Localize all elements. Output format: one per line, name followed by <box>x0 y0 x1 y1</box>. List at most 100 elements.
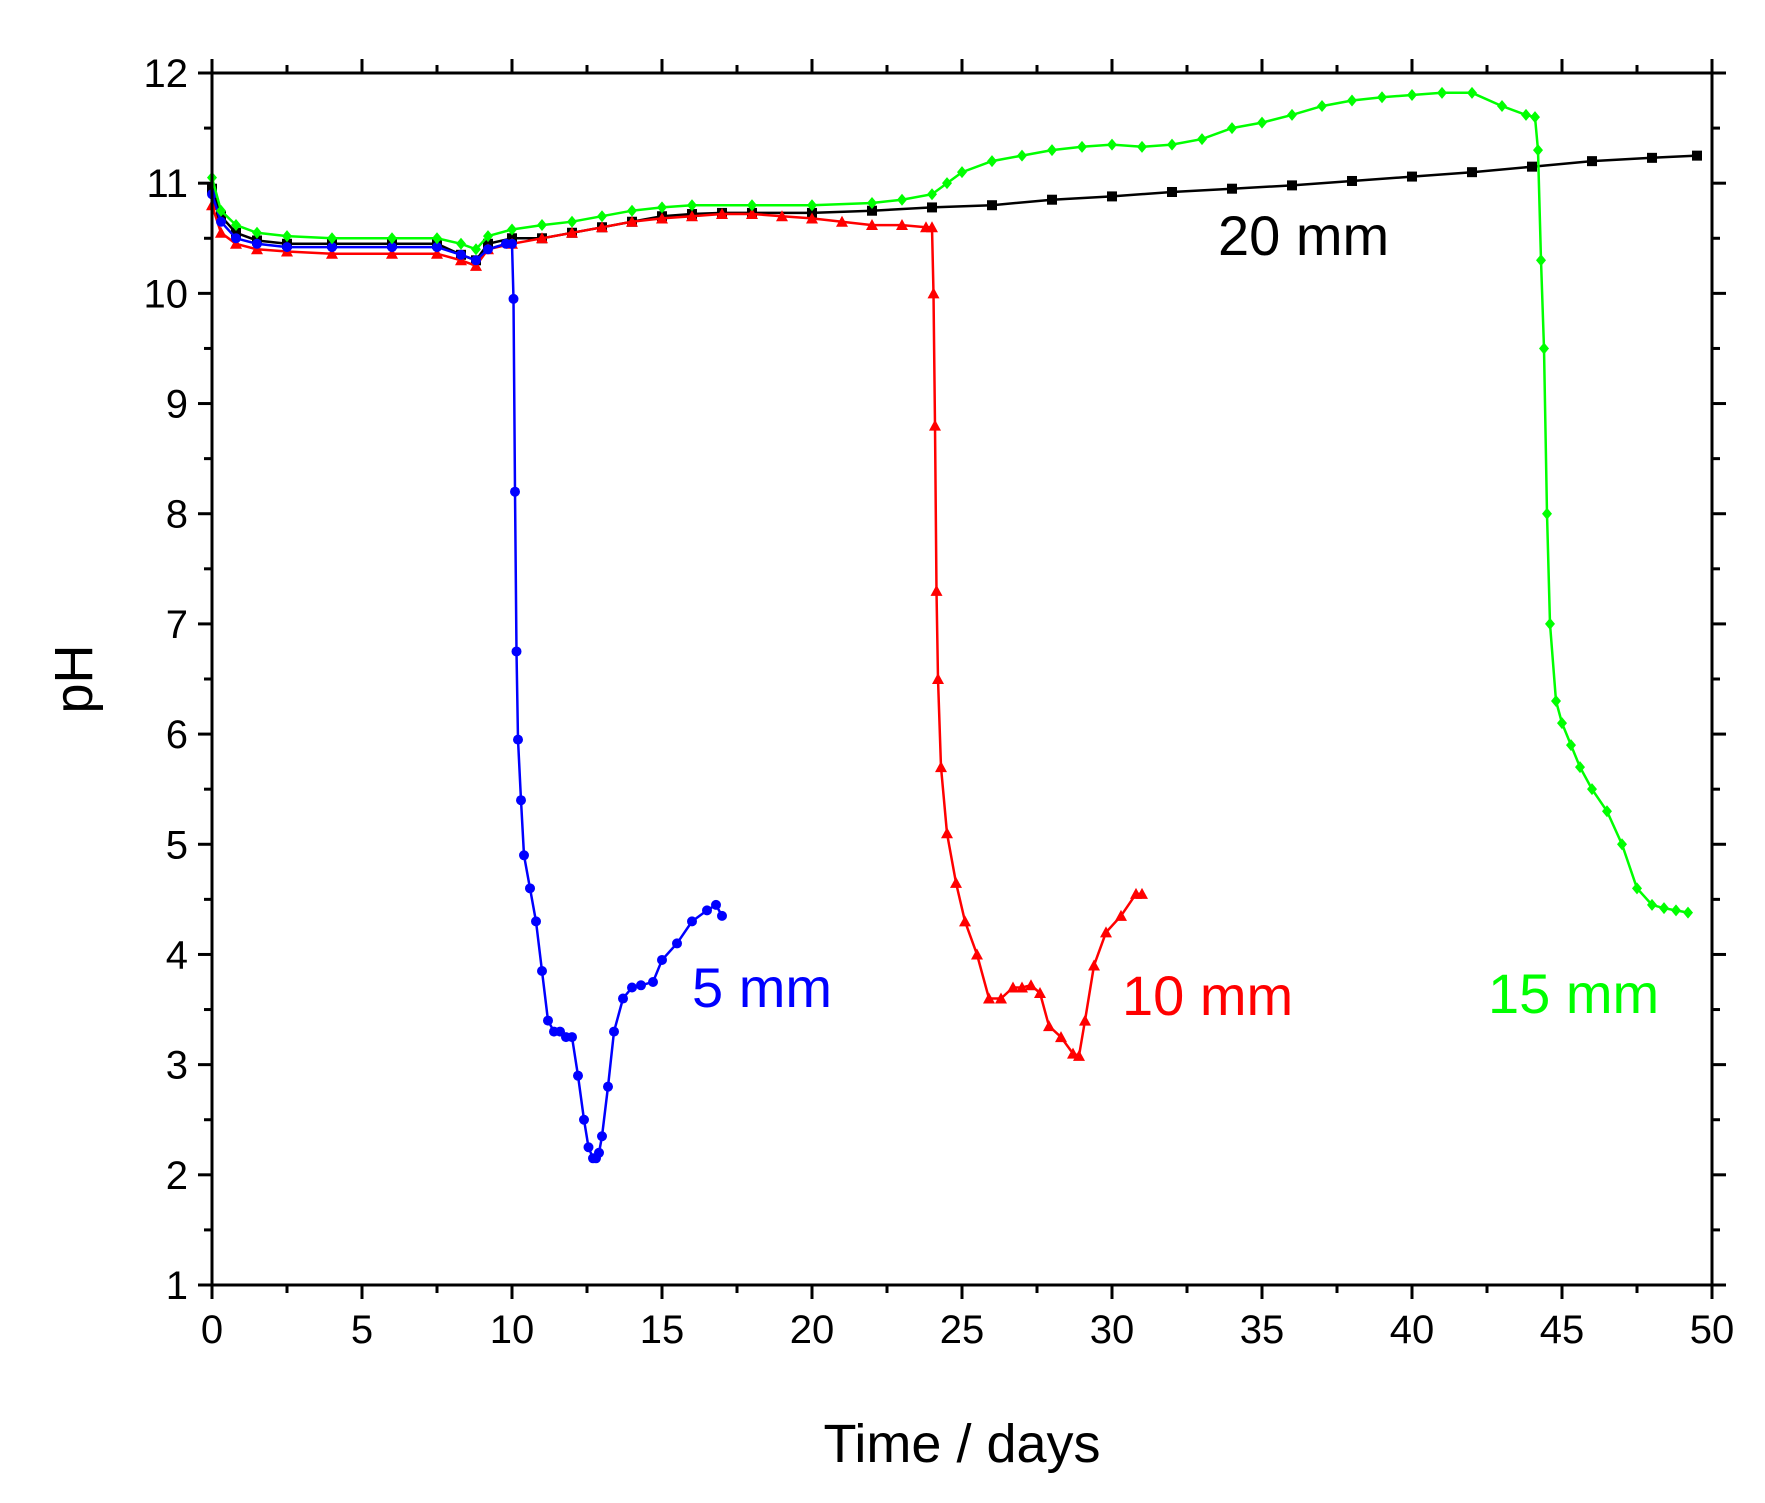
y-tick-label: 11 <box>146 162 188 206</box>
data-point <box>471 243 481 256</box>
series-line <box>210 193 724 1160</box>
data-point <box>686 210 698 222</box>
data-point <box>1497 100 1507 113</box>
data-point <box>987 155 997 168</box>
data-point <box>657 954 667 965</box>
data-point <box>387 232 397 245</box>
data-point <box>483 244 493 255</box>
data-point <box>987 200 997 211</box>
data-point <box>231 233 241 244</box>
data-point <box>508 293 519 304</box>
data-point <box>1007 981 1019 993</box>
data-point <box>579 1114 589 1125</box>
data-point <box>1055 1031 1067 1043</box>
data-point <box>536 232 548 244</box>
x-tick-label: 50 <box>1690 1308 1735 1352</box>
data-point <box>252 226 262 239</box>
label-5mm: 5 mm <box>692 956 832 1019</box>
data-point <box>1377 91 1387 104</box>
data-point <box>282 230 292 243</box>
data-point <box>648 977 658 987</box>
data-point <box>1257 116 1267 129</box>
data-point <box>1407 171 1417 182</box>
data-point <box>282 242 292 253</box>
data-point <box>252 238 262 249</box>
data-point <box>1077 140 1087 153</box>
data-point <box>231 219 241 232</box>
x-tick-label: 25 <box>940 1308 985 1352</box>
data-point <box>567 1032 577 1043</box>
data-point <box>636 980 646 991</box>
data-point <box>927 287 940 299</box>
data-point <box>935 761 947 773</box>
data-point <box>1017 149 1027 162</box>
data-point <box>930 584 943 596</box>
data-point <box>432 232 442 245</box>
data-point <box>807 199 817 212</box>
data-point <box>387 242 397 253</box>
data-point <box>327 242 337 253</box>
data-point <box>1107 191 1117 202</box>
data-point <box>471 255 481 266</box>
data-point <box>1587 783 1597 796</box>
data-point <box>957 166 967 179</box>
data-point <box>216 216 226 227</box>
data-point <box>1647 898 1657 911</box>
data-point <box>519 850 529 861</box>
data-point <box>1317 100 1327 113</box>
data-point <box>1197 133 1207 146</box>
data-point <box>525 883 535 894</box>
data-point <box>386 247 398 259</box>
data-point <box>456 237 466 250</box>
data-point <box>531 916 541 927</box>
data-point <box>926 221 938 233</box>
data-point <box>537 965 547 976</box>
data-point <box>596 221 608 233</box>
data-point <box>1047 144 1057 157</box>
x-tick-label: 30 <box>1090 1308 1135 1352</box>
data-point <box>897 193 907 206</box>
data-point <box>1407 89 1417 102</box>
data-point <box>1659 902 1669 915</box>
data-point <box>507 238 517 249</box>
data-point <box>510 486 520 497</box>
data-point <box>836 215 848 227</box>
data-point <box>716 208 728 220</box>
data-point <box>1107 138 1117 151</box>
data-point <box>513 734 523 745</box>
data-point <box>672 938 682 949</box>
data-point <box>543 1015 553 1026</box>
data-point <box>1542 507 1552 520</box>
data-point <box>597 210 607 223</box>
data-point <box>747 199 757 212</box>
data-point <box>1536 254 1546 267</box>
x-axis-title: Time / days <box>823 1414 1100 1474</box>
data-point <box>687 199 697 212</box>
data-point <box>1043 1020 1055 1032</box>
data-point <box>516 795 526 806</box>
series-layer <box>206 86 1702 1164</box>
data-point <box>746 208 758 220</box>
x-tick-label: 0 <box>201 1308 223 1352</box>
data-point <box>1527 161 1537 172</box>
label-15mm: 15 mm <box>1488 962 1659 1025</box>
data-point <box>1575 761 1585 774</box>
data-point <box>866 219 878 231</box>
data-point <box>1530 111 1540 124</box>
data-point <box>566 226 578 238</box>
data-point <box>941 827 953 839</box>
data-point <box>1521 108 1531 121</box>
data-point <box>215 226 227 238</box>
data-point <box>1602 805 1612 818</box>
data-point <box>927 188 937 201</box>
data-point <box>1437 86 1447 99</box>
data-point <box>1137 140 1147 153</box>
y-axis-title: pH <box>44 644 104 713</box>
y-tick-label: 6 <box>166 713 188 757</box>
data-point <box>657 201 667 214</box>
data-point <box>1287 108 1297 121</box>
y-tick-label: 12 <box>144 52 189 96</box>
data-point <box>1647 152 1657 163</box>
